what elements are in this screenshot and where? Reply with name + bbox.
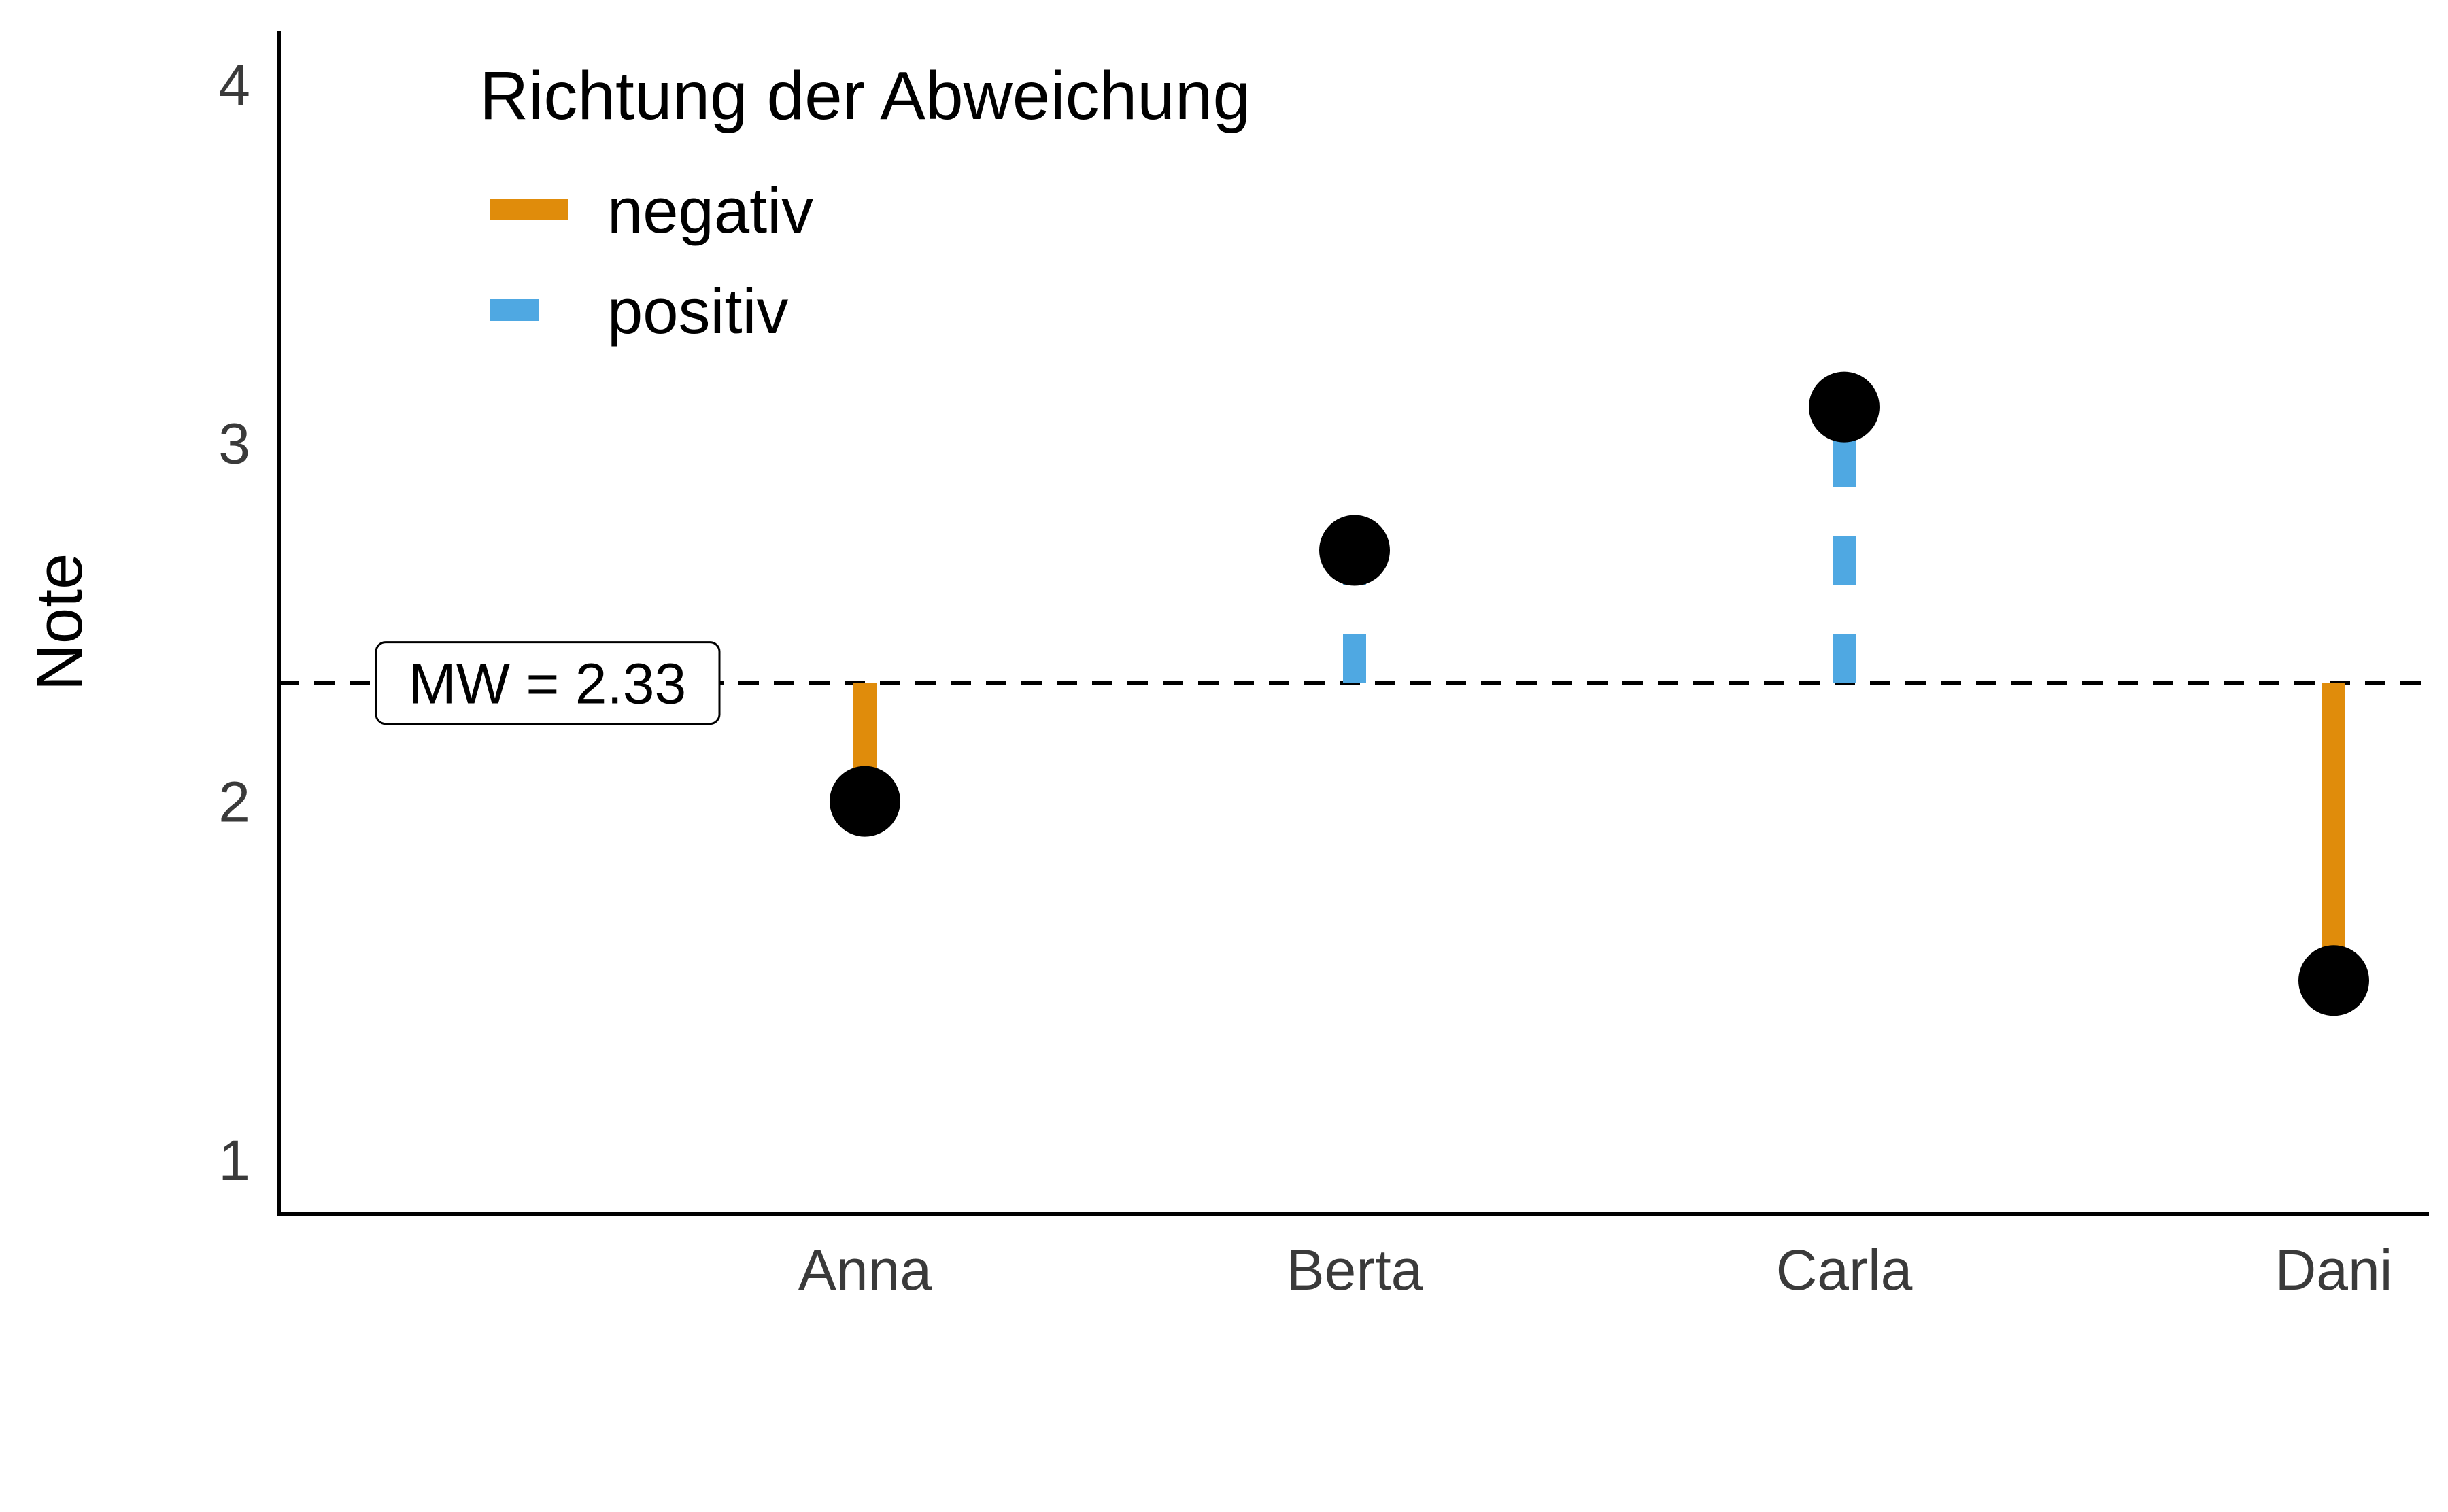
- deviation-segments: [853, 407, 2345, 981]
- axes: [277, 31, 2429, 1216]
- x-tick-label: Anna: [798, 1238, 932, 1302]
- point-anna: [830, 766, 900, 837]
- point-carla: [1809, 371, 1880, 443]
- legend: Richtung der Abweichung negativ positiv: [479, 58, 1251, 347]
- legend-label-negativ: negativ: [607, 175, 813, 246]
- y-tick-label: 1: [218, 1129, 250, 1192]
- x-tick-label: Dani: [2275, 1238, 2393, 1302]
- x-ticks: Anna Berta Carla Dani: [798, 1238, 2392, 1302]
- point-dani: [2298, 945, 2369, 1016]
- y-tick-label: 2: [218, 770, 250, 834]
- mean-label: MW = 2.33: [409, 652, 686, 716]
- point-berta: [1319, 515, 1390, 586]
- data-points: [830, 371, 2369, 1016]
- mean-label-box: [375, 641, 721, 725]
- y-tick-label: 3: [218, 411, 250, 475]
- x-tick-label: Carla: [1776, 1238, 1913, 1302]
- y-tick-label: 4: [218, 53, 250, 117]
- y-axis-title: Note: [23, 553, 96, 691]
- legend-label-positiv: positiv: [607, 275, 788, 347]
- y-ticks: 1 2 3 4: [218, 53, 250, 1192]
- x-tick-label: Berta: [1287, 1238, 1423, 1302]
- legend-title: Richtung der Abweichung: [479, 58, 1251, 134]
